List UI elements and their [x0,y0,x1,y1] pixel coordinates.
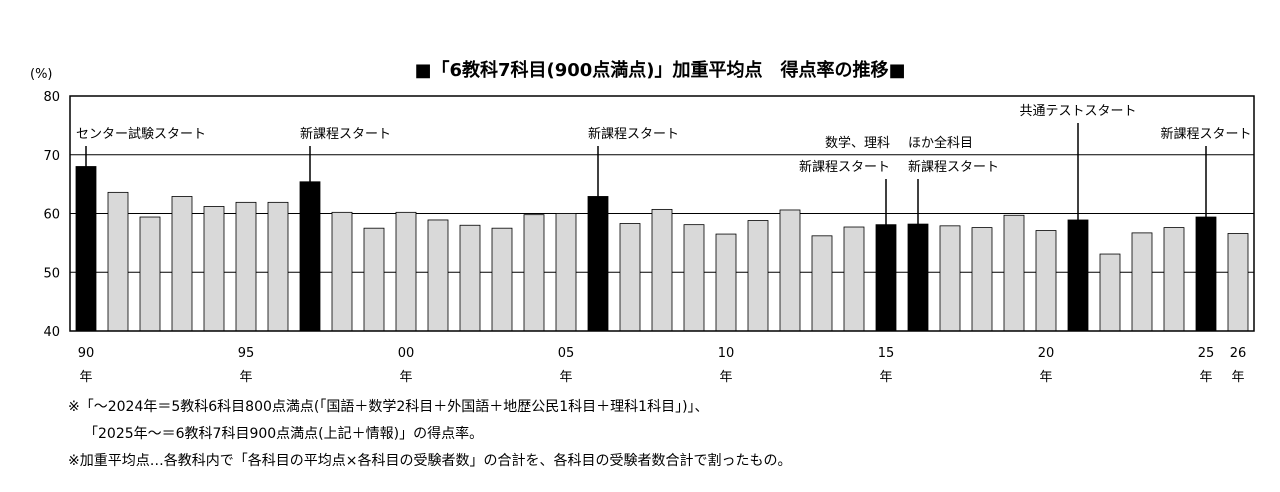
bar [491,227,513,332]
bar [811,235,833,332]
x-tick-label: 年 [79,370,92,385]
bar [619,223,641,332]
y-axis-unit: (%) [30,67,53,82]
bar-highlight [1195,216,1217,332]
bar-highlight [587,196,609,332]
annotation-label: 新課程スタート [908,159,999,175]
footnote-2: 「2025年～＝6教科7科目900点満点(上記＋情報)」の得点率。 [84,426,484,442]
bar [523,214,545,332]
y-tick-label: 60 [43,208,60,223]
bar [555,213,577,332]
bar [779,209,801,332]
bar [1003,214,1025,332]
annotation-label: ほか全科目 [908,135,973,151]
annotation-label: 共通テストスタート [1019,104,1136,119]
x-tick-label: 年 [1039,370,1052,385]
x-tick-label: 95 [238,346,255,361]
bar [107,191,129,332]
bar-highlight [75,166,97,332]
x-tick-label: 20 [1038,346,1055,361]
bar [235,201,257,332]
bar [459,224,481,332]
footnote-1: ※「～2024年＝5教科6科目800点満点(「国語＋数学2科目＋外国語＋地歴公民… [68,399,709,415]
bar [1035,230,1057,332]
annotation-label: 新課程スタート [1160,126,1251,142]
x-tick-label: 10 [718,346,735,361]
x-tick-label: 15 [878,346,895,361]
bar-highlight [299,181,321,332]
x-tick-label: 05 [558,346,575,361]
annotation-label: 新課程スタート [588,126,679,142]
bar [747,220,769,332]
x-tick-label: 年 [559,370,572,385]
x-tick-label: 年 [399,370,412,385]
annotation-label: 新課程スタート [300,126,391,142]
bar [1227,233,1249,332]
bar [715,233,737,332]
y-tick-label: 50 [43,266,60,281]
bar [267,201,289,332]
bar [971,227,993,332]
annotation-label: 数学、理科 [825,135,890,151]
bar [331,211,353,332]
bar [363,227,385,332]
bar-highlight [1067,219,1089,332]
y-tick-label: 80 [43,90,60,105]
x-tick-label: 年 [719,370,732,385]
bar-highlight [907,223,929,332]
bar [651,208,673,332]
plot-frame [69,95,1255,332]
bar [171,196,193,332]
x-tick-label: 25 [1198,346,1215,361]
bar [203,206,225,332]
x-tick-label: 00 [398,346,415,361]
bar [939,225,961,332]
x-axis: 90 年 95 年 00 年 05 年 10 年 15 年 20 年 25 年 26 年 [78,346,1247,385]
annotation-label: 新課程スタート [799,159,890,175]
x-tick-label: 年 [239,370,252,385]
bar [683,224,705,332]
bars [75,166,1249,332]
x-tick-label: 26 [1230,346,1247,361]
bar [1131,232,1153,332]
y-tick-label: 70 [43,149,60,164]
x-tick-label: 年 [1231,370,1244,385]
x-tick-label: 年 [1199,370,1212,385]
bar [427,219,449,332]
annotations: センター試験スタート 新課程スタート 新課程スタート数学、理科新課程スタートほか全科… [76,104,1252,225]
bar [1163,227,1185,332]
x-tick-label: 年 [879,370,892,385]
y-axis: 40 50 60 70 80 [43,90,60,340]
footnote-3: ※加重平均点…各教科内で「各科目の平均点×各科目の受験者数」の合計を、各科目の受… [68,453,792,469]
y-tick-label: 40 [43,325,60,340]
bar [843,226,865,332]
bar [139,216,161,332]
bar [395,211,417,332]
bar-highlight [875,224,897,332]
annotation-label: センター試験スタート [76,126,206,142]
chart-title: ■「6教科7科目(900点満点)」加重平均点 得点率の推移■ [414,59,905,81]
x-tick-label: 90 [78,346,95,361]
bar [1099,253,1121,332]
